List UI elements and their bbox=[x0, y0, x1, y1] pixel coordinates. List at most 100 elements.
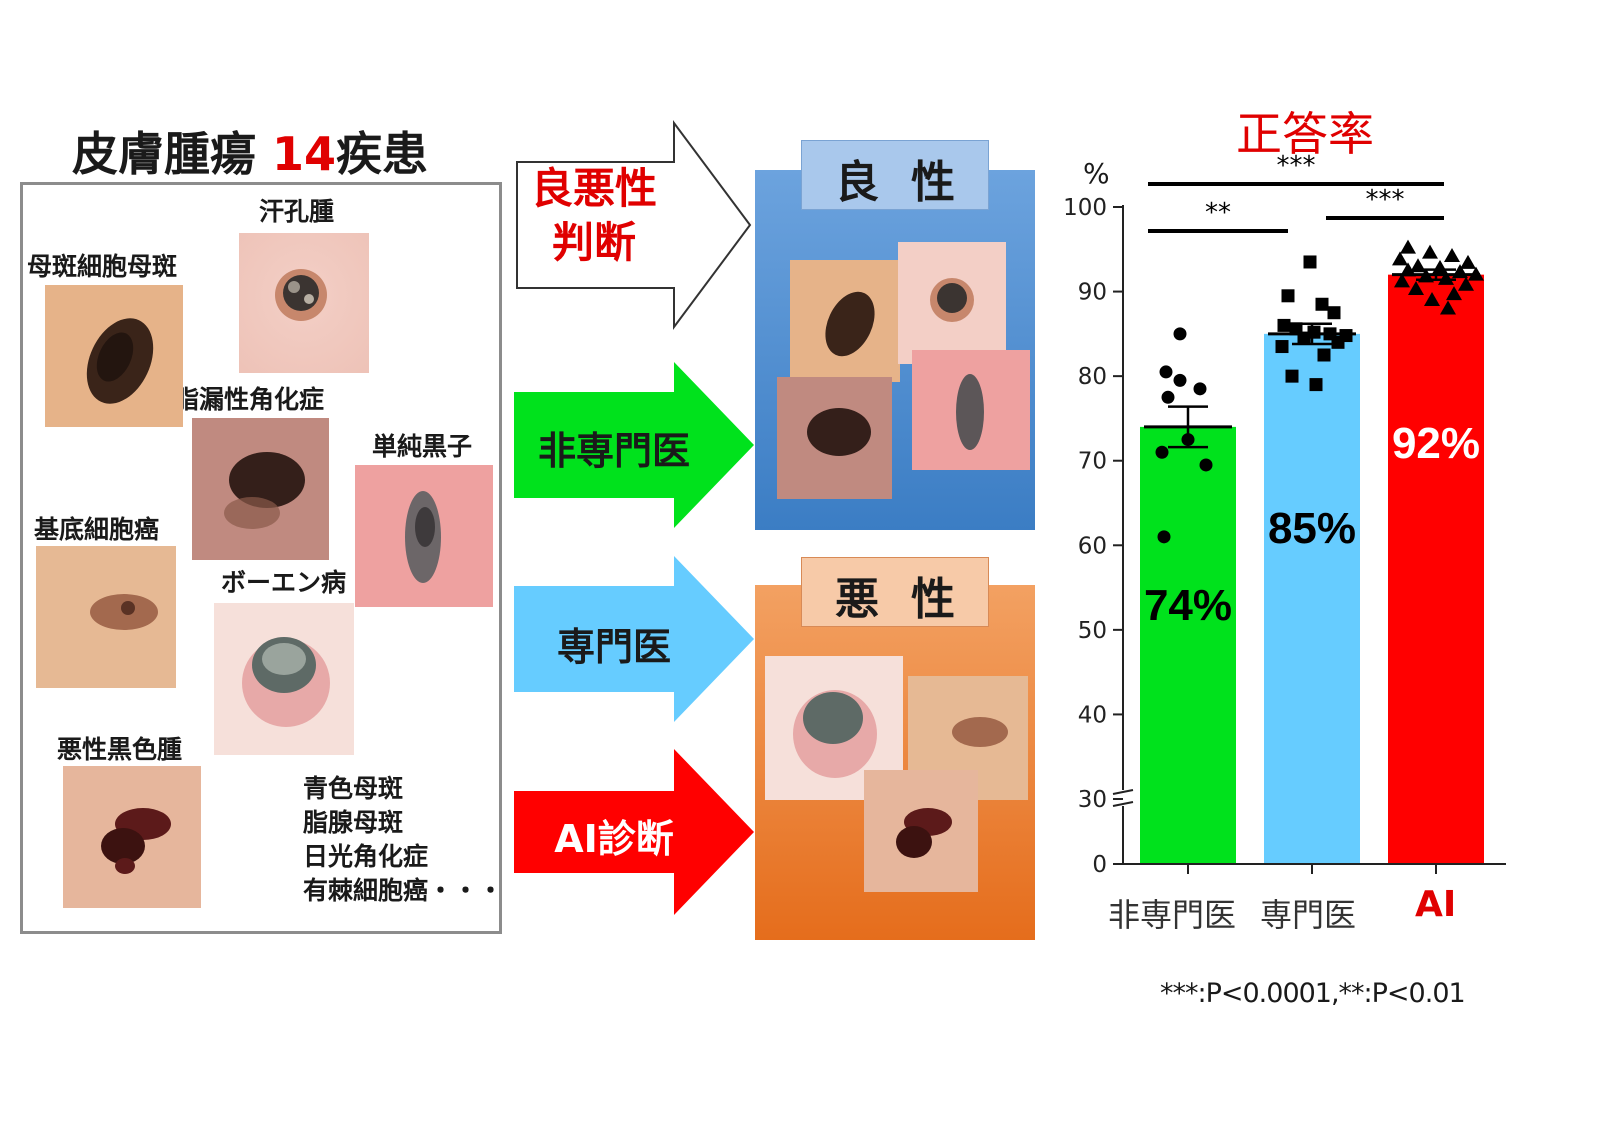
y-tick-label-60: 60 bbox=[1078, 533, 1107, 559]
panel-title: 皮膚腫瘍 14疾患 bbox=[72, 118, 428, 184]
benign-title: 良性 bbox=[835, 157, 987, 208]
ai-label: AI診断 bbox=[554, 817, 674, 861]
data-point-1-14 bbox=[1309, 378, 1323, 392]
data-point-2-16 bbox=[1424, 292, 1440, 307]
data-point-1-0 bbox=[1303, 255, 1317, 269]
specialist-arrow bbox=[514, 556, 754, 722]
axis-break-mark bbox=[1112, 789, 1134, 807]
benign-photo-seborrheic bbox=[777, 377, 892, 499]
malignant-title-bg bbox=[801, 557, 989, 627]
bar-0 bbox=[1140, 426, 1236, 864]
y-tick-label-80: 80 bbox=[1078, 364, 1107, 390]
category-label-nonspecialist: 非専門医 bbox=[1108, 896, 1237, 934]
judge-arrow bbox=[516, 120, 752, 330]
y-tick-label-90: 90 bbox=[1078, 280, 1107, 306]
y-tick-label-0: 0 bbox=[1092, 852, 1107, 878]
data-point-0-0 bbox=[1173, 327, 1187, 341]
data-point-2-1 bbox=[1422, 244, 1438, 259]
y-tick-label-70: 70 bbox=[1078, 449, 1107, 475]
disease-panel bbox=[20, 182, 502, 934]
data-point-1-10 bbox=[1331, 335, 1345, 349]
other-diseases-list: 青色母斑 脂腺母斑 日光角化症 有棘細胞癌・・・ bbox=[303, 772, 503, 908]
label-bcc: 基底細胞癌 bbox=[34, 515, 160, 544]
photo-bowen bbox=[214, 603, 354, 755]
data-point-0-2 bbox=[1173, 373, 1187, 387]
data-point-0-1 bbox=[1159, 365, 1173, 379]
data-point-2-14 bbox=[1408, 281, 1424, 296]
other-disease-4: 有棘細胞癌・・・ bbox=[303, 876, 504, 905]
other-disease-1: 青色母斑 bbox=[303, 774, 404, 803]
data-point-0-6 bbox=[1155, 445, 1169, 459]
malignant-title: 悪性 bbox=[835, 574, 987, 625]
data-point-2-3 bbox=[1392, 251, 1408, 266]
bar-2 bbox=[1388, 274, 1484, 865]
data-point-1-11 bbox=[1275, 340, 1289, 354]
photo-bcc bbox=[36, 546, 176, 688]
photo-eccrine-poroma bbox=[239, 233, 369, 373]
benign-photo-eccrine bbox=[898, 242, 1006, 364]
data-point-1-2 bbox=[1315, 297, 1329, 311]
label-melanoma: 悪性黒色腫 bbox=[57, 735, 183, 764]
other-disease-2: 脂腺母斑 bbox=[303, 808, 404, 837]
data-point-1-13 bbox=[1285, 369, 1299, 383]
label-lentigo: 単純黒子 bbox=[372, 432, 473, 461]
data-point-0-7 bbox=[1199, 458, 1213, 472]
data-point-1-4 bbox=[1277, 318, 1291, 332]
nonspecialist-label: 非専門医 bbox=[537, 429, 690, 473]
data-point-2-13 bbox=[1458, 276, 1474, 291]
benign-photo-nevus bbox=[790, 260, 900, 382]
significance-label-0: *** bbox=[1277, 151, 1316, 181]
title-number: 14 bbox=[272, 127, 337, 181]
significance-label-2: *** bbox=[1366, 185, 1405, 215]
benign-title-bg bbox=[801, 140, 989, 210]
data-point-0-8 bbox=[1157, 530, 1171, 544]
y-tick-label-30: 30 bbox=[1078, 787, 1107, 813]
judge-label: 良悪性 判断 bbox=[514, 162, 674, 270]
data-point-1-3 bbox=[1327, 306, 1341, 320]
data-point-2-11 bbox=[1438, 270, 1454, 285]
judge-label-line2: 判断 bbox=[551, 218, 636, 267]
malignant-photo-melanoma bbox=[864, 770, 978, 892]
value-label-2: 92% bbox=[1392, 419, 1480, 468]
data-point-2-0 bbox=[1400, 239, 1416, 254]
judge-label-line1: 良悪性 bbox=[530, 164, 657, 213]
photo-nevus bbox=[45, 285, 183, 427]
photo-melanoma bbox=[63, 766, 201, 908]
data-point-1-1 bbox=[1281, 289, 1295, 303]
label-nevus: 母斑細胞母斑 bbox=[27, 252, 178, 281]
label-seborrheic-keratosis: 脂漏性角化症 bbox=[174, 385, 325, 414]
y-tick-label-100: 100 bbox=[1063, 195, 1107, 221]
label-bowen: ボーエン病 bbox=[221, 568, 347, 597]
y-tick-label-50: 50 bbox=[1078, 618, 1107, 644]
significance-label-1: ** bbox=[1205, 198, 1231, 228]
y-axis-label: % bbox=[1083, 157, 1110, 190]
data-point-2-17 bbox=[1440, 300, 1456, 315]
data-point-0-4 bbox=[1161, 390, 1175, 404]
data-point-2-15 bbox=[1446, 286, 1462, 301]
data-point-2-2 bbox=[1444, 248, 1460, 263]
chart-title: 正答率 bbox=[1236, 107, 1374, 161]
value-label-0: 74% bbox=[1144, 581, 1232, 630]
photo-lentigo bbox=[355, 465, 493, 607]
nonspecialist-arrow bbox=[514, 362, 754, 528]
title-main: 皮膚腫瘍 bbox=[72, 127, 256, 181]
category-label-specialist: 専門医 bbox=[1260, 896, 1357, 934]
data-point-2-12 bbox=[1394, 273, 1410, 288]
title-suffix: 疾患 bbox=[336, 127, 429, 181]
y-tick-label-40: 40 bbox=[1078, 702, 1107, 728]
data-point-2-4 bbox=[1460, 254, 1476, 269]
data-point-2-7 bbox=[1400, 262, 1416, 277]
data-point-1-12 bbox=[1317, 348, 1331, 362]
specialist-label: 専門医 bbox=[556, 625, 671, 669]
photo-seborrheic-keratosis bbox=[192, 418, 329, 560]
value-label-1: 85% bbox=[1268, 504, 1356, 553]
benign-photo-lentigo bbox=[912, 350, 1030, 470]
category-label-ai: AI bbox=[1415, 884, 1457, 925]
other-disease-3: 日光角化症 bbox=[303, 842, 429, 871]
label-eccrine-poroma: 汗孔腫 bbox=[259, 197, 335, 226]
ai-arrow bbox=[514, 749, 754, 915]
significance-note: ***:P<0.0001,**:P<0.01 bbox=[1160, 978, 1466, 1009]
bar-1 bbox=[1264, 333, 1360, 864]
data-point-0-3 bbox=[1193, 382, 1207, 396]
